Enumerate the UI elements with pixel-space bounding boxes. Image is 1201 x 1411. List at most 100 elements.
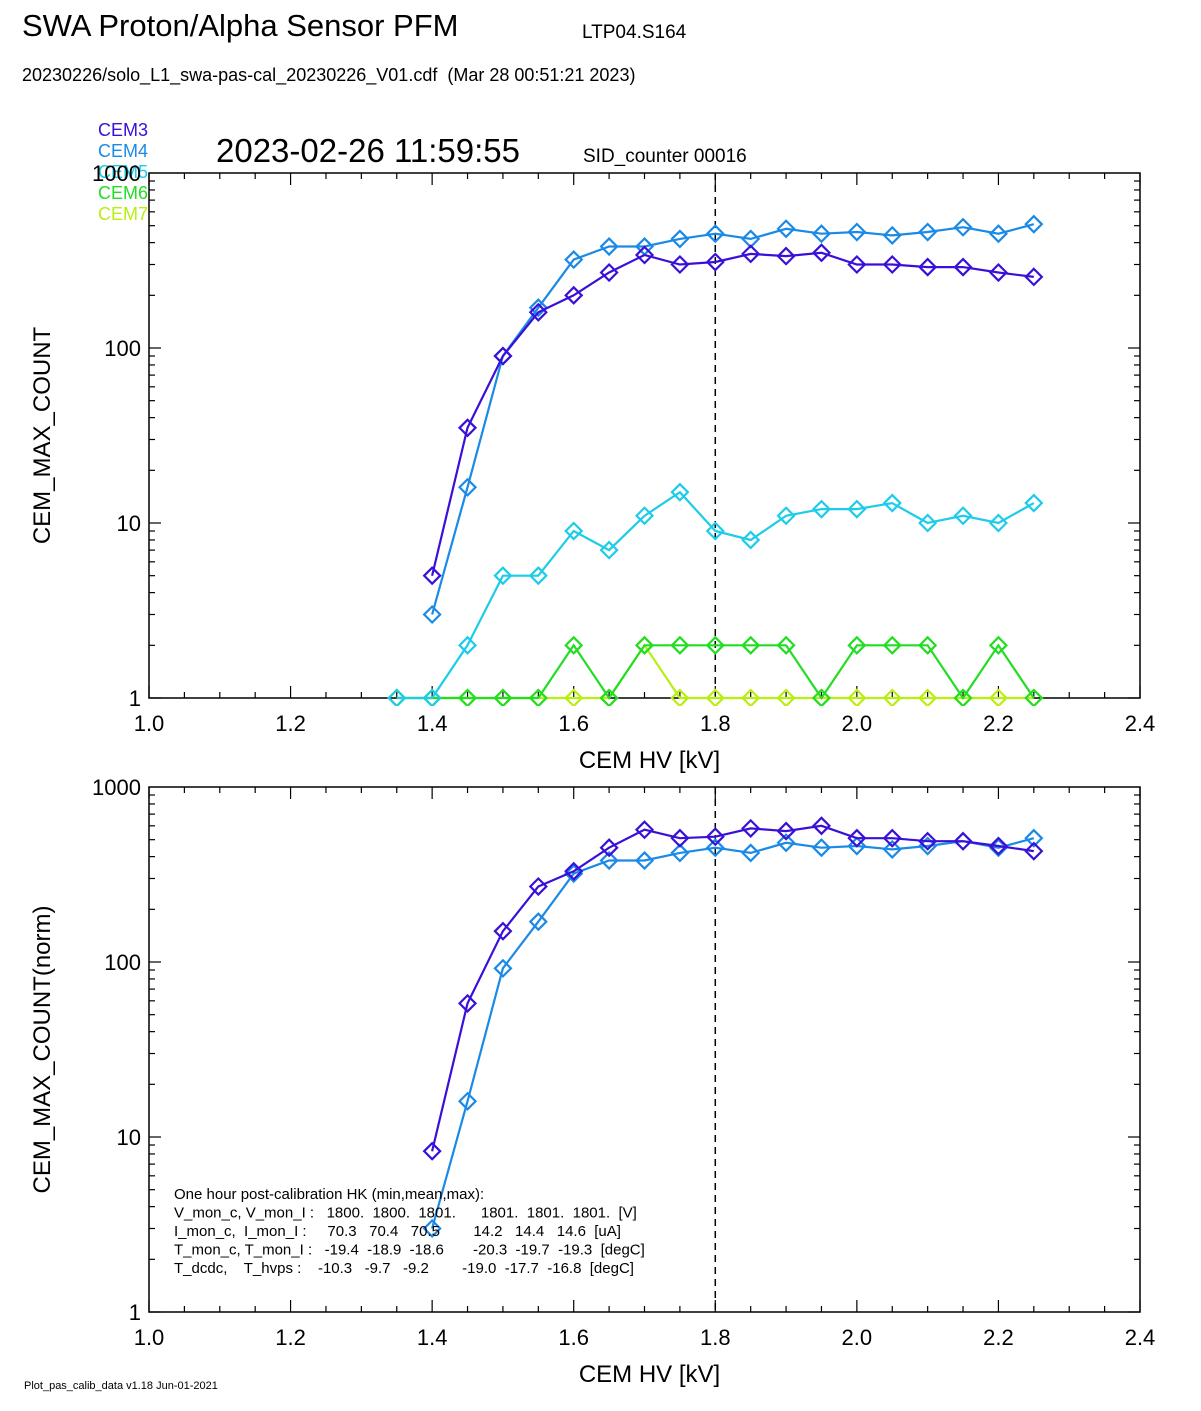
- data-point: [988, 635, 1008, 655]
- data-point: [457, 993, 478, 1013]
- data-point: [847, 499, 867, 519]
- data-point: [776, 246, 796, 266]
- data-point: [422, 604, 442, 625]
- x-tick-label: 1.6: [558, 711, 589, 736]
- data-point: [847, 688, 867, 706]
- data-point: [599, 236, 619, 257]
- data-point: [988, 224, 1008, 244]
- data-point: [847, 635, 867, 655]
- data-point: [634, 635, 655, 655]
- data-point: [741, 818, 761, 838]
- data-point: [953, 506, 973, 526]
- hk-line: T_mon_c, T_mon_I : -19.4 -18.9 -18.6 -20…: [174, 1242, 645, 1259]
- data-point: [422, 566, 442, 586]
- data-point: [422, 1218, 442, 1239]
- data-point: [670, 229, 690, 249]
- data-point: [670, 254, 690, 275]
- hk-line: I_mon_c, I_mon_I : 70.3 70.4 70.5 14.2 1…: [174, 1223, 621, 1240]
- legend-entry-cem5: CEM5: [98, 162, 149, 182]
- data-point: [811, 816, 832, 836]
- data-point: [953, 257, 973, 277]
- data-point: [457, 688, 478, 706]
- y-axis-label: CEM_MAX_COUNT: [29, 326, 56, 544]
- data-point: [776, 219, 796, 239]
- data-point: [705, 635, 725, 655]
- data-point: [918, 513, 938, 533]
- data-point: [493, 688, 513, 706]
- data-point: [493, 958, 513, 978]
- data-point: [847, 836, 867, 856]
- x-tick-label: 2.0: [842, 711, 873, 736]
- data-point: [457, 1091, 478, 1111]
- series-cem5: [387, 482, 1044, 706]
- x-tick-label: 1.8: [700, 711, 731, 736]
- y-tick-label: 100: [104, 950, 141, 975]
- legend-entry-cem4: CEM4: [98, 141, 149, 161]
- data-point: [811, 224, 832, 244]
- x-tick-label: 2.2: [983, 1325, 1014, 1350]
- data-point: [457, 477, 478, 497]
- data-point: [741, 244, 761, 264]
- data-point: [422, 688, 442, 706]
- data-point: [493, 346, 513, 366]
- series-cem3: [422, 243, 1044, 586]
- timestamp: 2023-02-26 11:59:55: [216, 132, 520, 169]
- x-tick-label: 1.0: [134, 1325, 165, 1350]
- data-point: [564, 688, 584, 706]
- series-line-cem3: [431, 251, 1034, 576]
- plot-frame: [148, 172, 1141, 699]
- data-point: [634, 850, 655, 871]
- data-point: [634, 820, 655, 840]
- x-tick-label: 2.2: [983, 711, 1014, 736]
- chart-1: 1.0 1.2 1.4 1.6 1.8 2.0 2.2 2.4 1 10 100 1000 CEM HV…: [29, 161, 1155, 774]
- data-point: [882, 635, 902, 655]
- x-tick-label: 2.4: [1125, 711, 1156, 736]
- data-point: [811, 243, 832, 263]
- data-point: [705, 838, 725, 858]
- data-point: [882, 839, 902, 859]
- x-tick-label: 2.4: [1125, 1325, 1156, 1350]
- data-point: [953, 688, 973, 706]
- data-point: [564, 635, 584, 655]
- data-point: [670, 635, 690, 655]
- data-point: [422, 1141, 442, 1161]
- page-title: SWA Proton/Alpha Sensor PFM: [22, 8, 459, 43]
- data-point: [670, 828, 690, 848]
- x-tick-label: 1.4: [417, 711, 448, 736]
- data-point: [528, 566, 548, 586]
- data-point: [1024, 841, 1044, 861]
- data-point: [1024, 267, 1044, 287]
- data-point: [528, 912, 548, 932]
- data-point: [528, 302, 548, 322]
- data-point: [988, 836, 1008, 856]
- data-point: [564, 250, 584, 270]
- data-point: [599, 688, 619, 706]
- x-tick-label: 1.6: [558, 1325, 589, 1350]
- series-line-cem3: [431, 824, 1034, 1152]
- data-point: [882, 493, 902, 513]
- data-point: [528, 688, 548, 706]
- data-point: [457, 635, 478, 655]
- data-point: [705, 252, 725, 272]
- data-point: [705, 827, 725, 847]
- y-tick-label: 10: [117, 1125, 141, 1150]
- data-point: [776, 821, 796, 841]
- data-point: [705, 688, 725, 706]
- data-point: [918, 222, 938, 242]
- file-info: 20230226/solo_L1_swa-pas-cal_20230226_V0…: [22, 65, 636, 85]
- data-point: [776, 833, 796, 853]
- series-cem3: [422, 816, 1044, 1161]
- y-tick-label: 1000: [92, 161, 141, 186]
- data-point: [599, 838, 619, 858]
- data-point: [564, 864, 584, 884]
- data-point: [564, 285, 584, 305]
- data-point: [564, 521, 584, 541]
- data-point: [741, 843, 761, 863]
- data-point: [634, 245, 655, 265]
- legend-entry-cem7: CEM7: [98, 204, 149, 224]
- data-point: [882, 225, 902, 245]
- x-tick-label: 1.4: [417, 1325, 448, 1350]
- data-point: [953, 831, 973, 851]
- data-point: [953, 217, 973, 237]
- data-point: [564, 861, 584, 881]
